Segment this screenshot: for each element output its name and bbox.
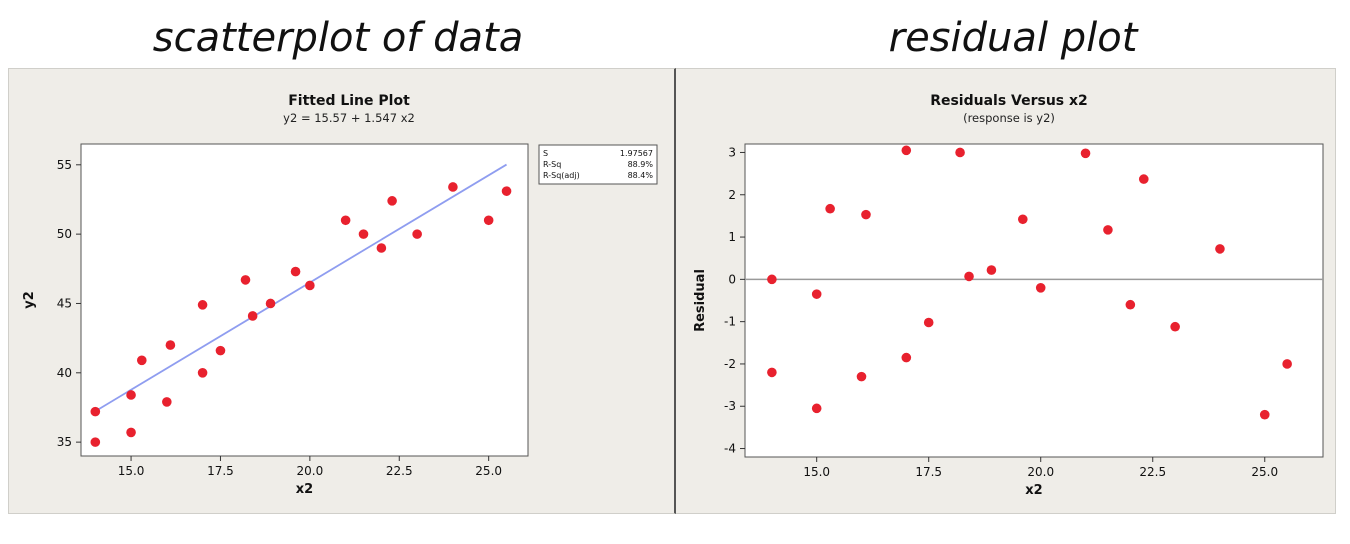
data-point: [901, 352, 912, 363]
data-point: [1259, 409, 1270, 420]
y-tick-label: -2: [724, 357, 736, 371]
data-point: [955, 147, 965, 158]
x-tick-label: 22.5: [386, 464, 413, 478]
y-tick-label: 1: [728, 230, 736, 244]
stat-label: R-Sq(adj): [543, 171, 580, 180]
data-point: [290, 266, 301, 277]
data-point: [964, 271, 974, 282]
residual-plot-heading: residual plot: [888, 15, 1138, 61]
y-tick-label: 35: [57, 435, 72, 449]
data-point: [861, 209, 871, 220]
y-axis-label: Residual: [693, 269, 708, 332]
data-point: [923, 317, 934, 328]
y-tick-label: 40: [57, 366, 72, 380]
data-point: [126, 390, 136, 400]
data-point: [811, 289, 822, 299]
regression-equation: y2 = 15.57 + 1.547 x2: [283, 111, 415, 125]
data-point: [90, 437, 101, 447]
plot-area: [80, 143, 529, 457]
data-point: [412, 229, 422, 239]
data-point: [501, 186, 512, 196]
data-point: [856, 371, 867, 382]
x-tick-label: 25.0: [1251, 465, 1278, 479]
data-point: [240, 275, 251, 285]
data-point: [767, 367, 777, 378]
data-point: [197, 300, 208, 310]
data-point: [247, 311, 258, 321]
x-tick-label: 25.0: [475, 464, 502, 478]
data-point: [1282, 359, 1292, 369]
data-point: [1103, 225, 1113, 235]
data-point: [136, 355, 147, 366]
data-point: [90, 406, 101, 417]
data-point: [811, 403, 822, 414]
data-point: [1215, 244, 1225, 254]
x-axis-label: x2: [1025, 483, 1042, 498]
data-point: [126, 427, 136, 438]
data-point: [1035, 283, 1046, 293]
y-tick-label: 50: [57, 227, 72, 241]
data-point: [1017, 214, 1028, 225]
y-tick-label: 0: [728, 272, 736, 286]
fitted-line-plot-title: Fitted Line Plot: [288, 93, 410, 109]
data-point: [305, 280, 315, 291]
y-tick-label: -3: [724, 399, 736, 413]
residual-plot-title: Residuals Versus x2: [930, 93, 1088, 109]
data-point: [358, 229, 369, 239]
data-point: [265, 298, 276, 309]
x-tick-label: 15.0: [118, 464, 145, 478]
x-tick-label: 20.0: [1027, 465, 1054, 479]
data-point: [825, 203, 835, 214]
y-tick-label: -1: [724, 315, 736, 329]
data-point: [215, 345, 226, 356]
residual-plot-panel: Residuals Versus x2 (response is y2) 15.…: [676, 68, 1336, 514]
fit-statistics-box: S 1.97567 R-Sq 88.9% R-Sq(adj) 88.4%: [538, 144, 658, 185]
y-tick-label: -4: [724, 442, 736, 456]
data-point: [901, 145, 912, 156]
data-point: [483, 215, 494, 226]
data-point: [387, 196, 397, 206]
data-point: [1170, 321, 1180, 332]
data-point: [448, 182, 458, 192]
data-point: [986, 265, 997, 275]
data-point: [376, 243, 387, 253]
x-tick-label: 15.0: [803, 465, 830, 479]
y-tick-label: 3: [728, 145, 736, 159]
data-point: [340, 215, 351, 226]
scatterplot-heading: scatterplot of data: [152, 15, 524, 61]
plot-area: [744, 143, 1324, 458]
stats-box-frame: [538, 144, 658, 185]
stat-label: R-Sq: [543, 160, 561, 169]
residuals-versus-x2-plot: Residuals Versus x2 (response is y2) 15.…: [693, 93, 1324, 498]
y-tick-label: 55: [57, 158, 72, 172]
x-tick-label: 20.0: [297, 464, 324, 478]
data-point: [1080, 148, 1091, 159]
residual-plot-subtitle: (response is y2): [963, 111, 1055, 125]
data-point: [197, 368, 208, 378]
data-point: [767, 274, 777, 285]
fitted-regression-line: [94, 163, 508, 413]
y-axis-label: y2: [22, 291, 37, 309]
x-tick-label: 17.5: [207, 464, 234, 478]
stat-value: 88.9%: [628, 160, 654, 169]
data-point: [162, 397, 172, 407]
fitted-line-plot-panel: Fitted Line Plot y2 = 15.57 + 1.547 x2 1…: [8, 68, 676, 514]
data-point: [1138, 174, 1149, 184]
y-tick-label: 2: [728, 188, 736, 202]
stat-value: 1.97567: [620, 149, 653, 158]
data-point: [165, 340, 176, 350]
fitted-line-plot: Fitted Line Plot y2 = 15.57 + 1.547 x2 1…: [22, 93, 658, 497]
x-tick-label: 22.5: [1139, 465, 1166, 479]
y-tick-label: 45: [57, 296, 72, 310]
stat-value: 88.4%: [628, 171, 654, 180]
x-tick-label: 17.5: [915, 465, 942, 479]
data-point: [1125, 299, 1136, 310]
x-axis-label: x2: [296, 482, 313, 497]
stat-label: S: [543, 149, 548, 158]
